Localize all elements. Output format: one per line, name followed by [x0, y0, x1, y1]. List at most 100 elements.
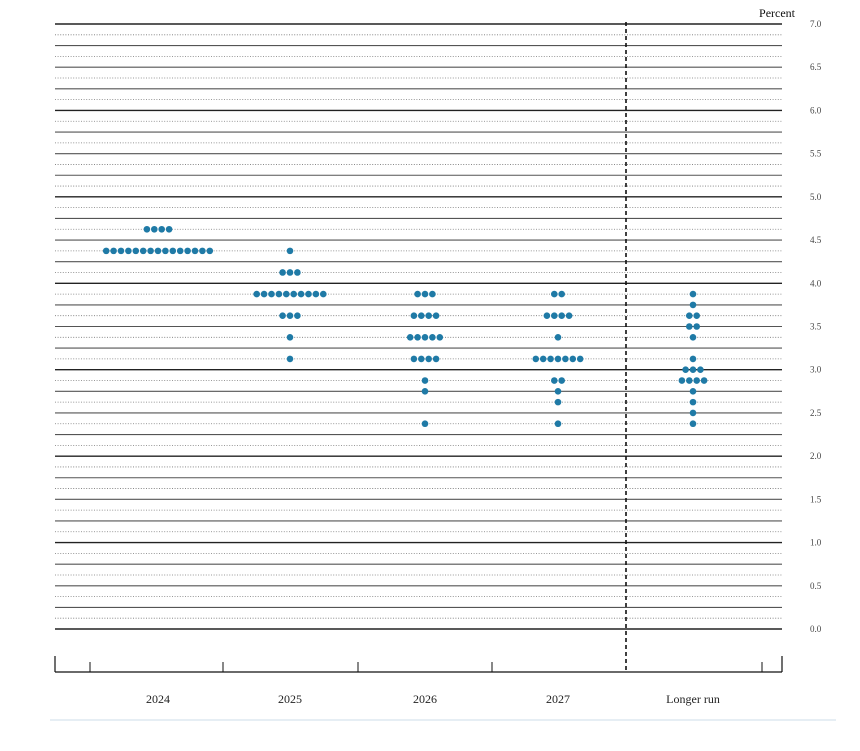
participant-dot	[154, 247, 162, 255]
x-category-labels: 2024 2025 2026 2027 Longer run	[146, 692, 720, 706]
participant-dot	[429, 334, 436, 341]
participant-dot	[551, 312, 558, 319]
participant-dot	[414, 334, 421, 341]
participant-dot	[689, 409, 697, 417]
bottom-divider	[50, 719, 836, 721]
participant-dot	[678, 377, 686, 384]
participant-dot	[554, 334, 562, 341]
participant-dot	[554, 420, 562, 428]
y-tick-label: 4.0	[810, 278, 822, 288]
participant-dot	[418, 312, 425, 319]
participant-dot	[689, 290, 697, 298]
y-tick-labels: 7.0 6.5 6.0 5.5 5.0 4.5 4.0 3.5 3.0 2.5 2.0 1.5 1.0 0…	[810, 19, 822, 634]
participant-dot	[565, 312, 573, 319]
participant-dot	[147, 247, 154, 255]
y-tick-label: 5.5	[810, 149, 822, 159]
participant-dot	[275, 290, 283, 298]
y-tick-label: 0.0	[810, 624, 822, 634]
y-tick-label: 1.0	[810, 538, 822, 548]
participant-dot	[418, 355, 425, 363]
x-axis	[54, 656, 783, 673]
participant-dot	[286, 269, 294, 276]
y-tick-label: 1.5	[810, 494, 822, 504]
participant-dot	[689, 334, 697, 341]
participant-dot	[294, 269, 301, 276]
participant-dot	[421, 290, 429, 298]
participant-dot	[139, 247, 147, 255]
participant-dot	[689, 301, 697, 309]
participant-dot	[312, 290, 320, 298]
participant-dot	[421, 388, 429, 395]
participant-dot	[562, 355, 569, 363]
participant-dot	[554, 355, 562, 363]
y-tick-label: 7.0	[810, 19, 822, 29]
participant-dots	[102, 225, 708, 428]
participant-dot	[297, 290, 305, 298]
participant-dot	[539, 355, 547, 363]
participant-dot	[693, 312, 700, 319]
participant-dot	[283, 290, 290, 298]
participant-dot	[421, 334, 429, 341]
participant-dot	[682, 366, 689, 374]
participant-dot	[206, 247, 214, 255]
participant-dot	[558, 290, 565, 298]
participant-dot	[165, 225, 173, 233]
participant-dot	[125, 247, 132, 255]
participant-dot	[286, 312, 294, 319]
participant-dot	[551, 377, 558, 384]
participant-dot	[551, 290, 558, 298]
participant-dot	[697, 366, 704, 374]
participant-dot	[686, 377, 693, 384]
participant-dot	[158, 225, 165, 233]
participant-dot	[436, 334, 444, 341]
participant-dot	[191, 247, 199, 255]
participant-dot	[286, 334, 294, 341]
participant-dot	[432, 312, 440, 319]
participant-dot	[268, 290, 275, 298]
x-category-label: Longer run	[666, 692, 720, 706]
participant-dot	[279, 312, 286, 319]
participant-dot	[693, 377, 700, 384]
participant-dot	[286, 355, 294, 363]
participant-dot	[279, 269, 286, 276]
x-category-label: 2024	[146, 692, 170, 706]
participant-dot	[547, 355, 554, 363]
participant-dot	[689, 366, 697, 374]
participant-dot	[689, 355, 697, 363]
participant-dot	[253, 290, 260, 298]
participant-dot	[432, 355, 440, 363]
participant-dot	[554, 398, 562, 406]
participant-dot	[320, 290, 327, 298]
participant-dot	[176, 247, 184, 255]
y-tick-label: 4.5	[810, 235, 822, 245]
participant-dot	[425, 355, 433, 363]
y-tick-label: 2.5	[810, 408, 822, 418]
participant-dot	[421, 377, 429, 384]
participant-dot	[305, 290, 312, 298]
participant-dot	[686, 323, 693, 330]
x-category-label: 2025	[278, 692, 302, 706]
y-tick-label: 3.0	[810, 365, 822, 375]
participant-dot	[689, 388, 697, 395]
participant-dot	[693, 323, 700, 330]
participant-dot	[414, 290, 421, 298]
participant-dot	[199, 247, 206, 255]
participant-dot	[110, 247, 117, 255]
y-tick-label: 6.5	[810, 62, 822, 72]
x-category-label: 2027	[546, 692, 570, 706]
participant-dot	[686, 312, 693, 319]
y-tick-label: 5.0	[810, 192, 822, 202]
participant-dot	[162, 247, 169, 255]
participant-dot	[532, 355, 540, 363]
y-tick-label: 3.5	[810, 322, 822, 332]
participant-dot	[184, 247, 191, 255]
participant-dot	[410, 355, 418, 363]
participant-dot	[689, 420, 697, 428]
participant-dot	[558, 312, 565, 319]
participant-dot	[406, 334, 414, 341]
participant-dot	[689, 398, 697, 406]
participant-dot	[132, 247, 140, 255]
participant-dot	[102, 247, 110, 255]
participant-dot	[143, 225, 151, 233]
